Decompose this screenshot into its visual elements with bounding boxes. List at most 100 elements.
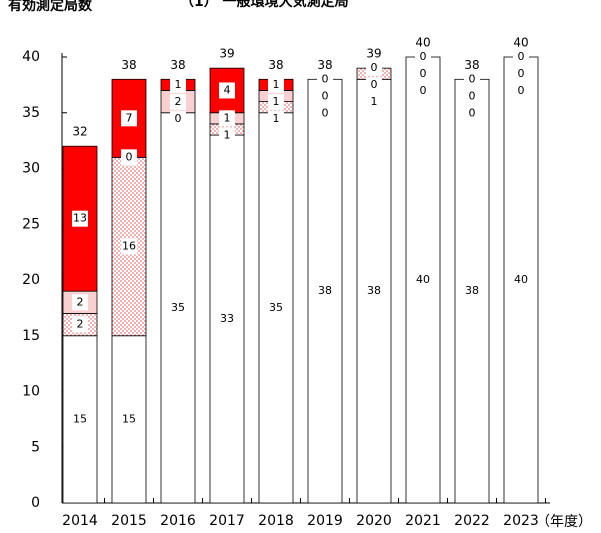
value-label: 2 [77, 295, 84, 308]
x-tick-label: 2014 [62, 513, 98, 529]
value-label: 0 [371, 61, 378, 74]
y-tick-label: 10 [22, 384, 40, 400]
value-label: 15 [122, 412, 136, 425]
value-label-box [219, 127, 235, 144]
x-tick-label: 2019 [307, 513, 343, 529]
value-label: 4 [224, 83, 231, 96]
value-label-box [72, 210, 88, 227]
value-label-box [366, 77, 382, 94]
value-label: 0 [322, 106, 329, 119]
x-tick-label: 2020 [356, 513, 392, 529]
x-tick-label: 2022 [454, 513, 490, 529]
value-label-box [464, 88, 480, 105]
value-label-box [317, 88, 333, 105]
value-label-box [121, 238, 137, 255]
value-label-box [366, 94, 382, 111]
y-tick-label: 0 [31, 495, 40, 511]
value-label-box [268, 110, 284, 127]
value-label: 0 [518, 84, 525, 97]
value-label: 35 [269, 301, 283, 314]
total-label: 38 [464, 58, 479, 72]
value-label: 1 [224, 128, 231, 141]
chart-title: （1） 一般環境大気測定局 [180, 0, 349, 10]
value-label: 0 [322, 89, 329, 102]
y-tick-label: 5 [31, 439, 40, 455]
value-label-box [72, 316, 88, 333]
x-axis-label: （年度） [536, 514, 592, 530]
value-label: 0 [420, 84, 427, 97]
value-label: 0 [371, 78, 378, 91]
y-tick-label: 20 [22, 272, 40, 288]
value-label-box [219, 82, 235, 99]
value-label-box [513, 83, 529, 99]
value-label-box [415, 66, 431, 82]
value-label: 40 [416, 273, 430, 286]
total-label: 39 [366, 47, 381, 61]
value-label-box [513, 66, 529, 82]
value-label-box [415, 49, 431, 65]
value-label: 38 [465, 284, 479, 297]
value-label: 0 [469, 89, 476, 102]
bar-segment [356, 78, 392, 504]
value-label: 1 [224, 111, 231, 124]
value-label: 38 [367, 284, 381, 297]
value-label-box [366, 60, 382, 77]
value-label: 38 [318, 284, 332, 297]
value-label-box [219, 110, 235, 127]
value-label-box [317, 105, 333, 122]
value-label: 0 [469, 106, 476, 119]
total-label: 38 [170, 58, 185, 72]
bar-segment [258, 112, 294, 504]
total-label: 38 [268, 58, 283, 72]
x-tick-label: 2016 [160, 513, 196, 529]
y-tick-label: 25 [22, 216, 40, 232]
value-label-box [513, 49, 529, 65]
value-label: 0 [322, 72, 329, 85]
x-tick-label: 2015 [111, 513, 147, 529]
value-label-box [121, 110, 137, 127]
value-label: 7 [126, 111, 133, 124]
total-label: 40 [513, 36, 528, 50]
y-tick-label: 15 [22, 328, 40, 344]
value-label: 0 [126, 150, 133, 163]
value-label-box [268, 93, 284, 110]
value-label: 1 [175, 78, 182, 91]
value-label: 2 [77, 318, 84, 331]
x-tick-label: 2021 [405, 513, 441, 529]
value-label: 0 [420, 50, 427, 63]
value-label-box [121, 149, 137, 166]
value-label: 33 [220, 312, 234, 325]
bar-segment [307, 78, 343, 504]
value-label: 0 [175, 112, 182, 125]
value-label: 40 [514, 273, 528, 286]
value-label: 0 [518, 67, 525, 80]
total-label: 39 [219, 47, 234, 61]
value-label-box [464, 71, 480, 88]
value-label: 13 [73, 212, 87, 225]
value-label: 15 [73, 412, 87, 425]
x-tick-label: 2023 [503, 513, 539, 529]
value-label-box [170, 110, 186, 127]
bar-segment [160, 112, 196, 504]
value-label: 0 [518, 50, 525, 63]
value-label-box [170, 93, 186, 110]
value-label: 1 [273, 78, 280, 91]
total-label: 38 [121, 58, 136, 72]
bar-segment [209, 134, 245, 504]
value-label: 1 [371, 95, 378, 108]
bar-segment [405, 56, 441, 504]
value-label-box [268, 76, 284, 93]
y-tick-label: 35 [22, 105, 40, 121]
value-label: 2 [175, 95, 182, 108]
y-tick-label: 30 [22, 161, 40, 177]
value-label: 35 [171, 301, 185, 314]
y-axis-label: 有効測定局数 [8, 0, 93, 14]
value-label-box [72, 294, 88, 311]
total-label: 40 [415, 36, 430, 50]
bar-segment [503, 56, 539, 504]
x-tick-label: 2017 [209, 513, 245, 529]
total-label: 38 [317, 58, 332, 72]
value-label: 0 [420, 67, 427, 80]
total-label: 32 [72, 125, 87, 139]
